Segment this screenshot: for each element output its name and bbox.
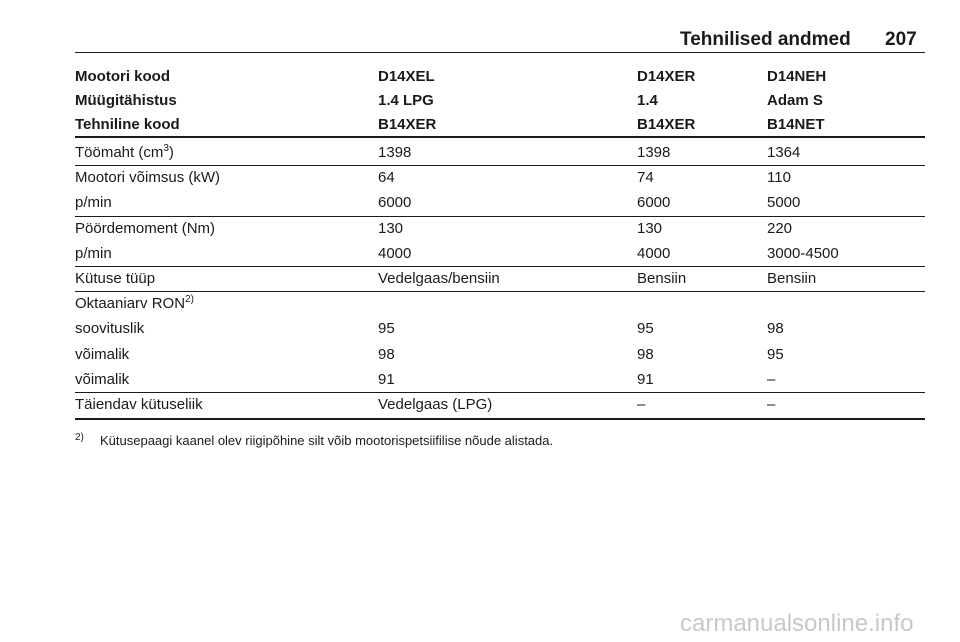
cell: võimalik: [75, 345, 130, 363]
cell: Bensiin: [637, 270, 687, 287]
rule: [75, 215, 925, 217]
cell: 1.4: [637, 92, 658, 109]
cell: 4000: [637, 244, 671, 262]
watermark: carmanualsonline.info: [680, 610, 914, 637]
rule: [75, 266, 925, 267]
cell: D14NEH: [767, 68, 827, 85]
cell: p/min: [75, 194, 112, 212]
cell: 3000-4500: [767, 244, 839, 262]
superscript: 3: [163, 143, 169, 154]
cell: 1364: [767, 144, 801, 161]
cell: 6000: [378, 194, 412, 212]
cell: 4000: [378, 244, 412, 262]
cell: Mootori võimsus (kW): [75, 169, 221, 187]
cell: B14XER: [378, 116, 437, 133]
cell: D14XER: [637, 68, 696, 85]
cell: 1398: [378, 144, 412, 161]
cell: Tehniline kood: [75, 116, 180, 133]
cell: Adam S: [767, 92, 823, 109]
rule: [75, 418, 925, 421]
cell: 1398: [637, 144, 671, 161]
cell: Mootori kood: [75, 68, 170, 85]
rule: [75, 52, 925, 53]
cell: B14XER: [637, 116, 696, 133]
cell: 5000: [767, 194, 801, 212]
cell: 130: [637, 219, 663, 237]
cell: 95: [637, 320, 654, 338]
rule: [75, 136, 925, 138]
cell: 98: [637, 345, 654, 363]
cell: –: [767, 370, 776, 388]
cell: p/min: [75, 244, 112, 262]
cell: –: [637, 396, 646, 413]
cell: 95: [378, 320, 395, 338]
cell-text: Töömaht (cm: [75, 144, 164, 161]
cell-text: Oktaaniarv RON: [75, 295, 186, 313]
cell: soovituslik: [75, 320, 145, 338]
cell: 1.4 LPG: [378, 92, 434, 109]
cell: 6000: [637, 194, 671, 212]
footnote-mark: 2): [75, 432, 84, 443]
cell: 95: [767, 345, 784, 363]
cell: –: [767, 396, 776, 413]
cell-text: ): [168, 144, 174, 161]
cell: 110: [767, 169, 791, 187]
cell: Täiendav kütuseliik: [75, 396, 203, 413]
cell: D14XEL: [378, 68, 435, 85]
cell: 130: [378, 219, 404, 237]
cell: Töömaht (cm3): [75, 144, 174, 162]
cell: Vedelgaas/bensiin: [378, 270, 500, 287]
cell: 91: [637, 370, 654, 388]
cell: 74: [637, 169, 654, 187]
cell: 98: [378, 345, 395, 363]
superscript: 2): [185, 294, 194, 306]
cell: 98: [767, 320, 784, 338]
cell: Oktaaniarv RON2): [75, 295, 194, 313]
cell: Pöördemoment (Nm): [75, 219, 216, 237]
rule: [75, 165, 925, 167]
cell: Bensiin: [767, 270, 817, 287]
title: Tehnilised andmed: [680, 29, 851, 50]
cell: B14NET: [767, 116, 825, 133]
cell: 91: [378, 370, 395, 388]
cell: Müügitähistus: [75, 92, 177, 109]
cell: võimalik: [75, 370, 130, 388]
footnote-text: Kütusepaagi kaanel olev riigipõhine silt…: [100, 433, 554, 448]
page-number: 207: [885, 29, 917, 50]
rule: [75, 291, 925, 293]
cell: Kütuse tüüp: [75, 270, 156, 287]
rule: [75, 392, 925, 393]
cell: 64: [378, 169, 395, 187]
cell: 220: [767, 219, 793, 237]
cell: Vedelgaas (LPG): [378, 396, 493, 413]
